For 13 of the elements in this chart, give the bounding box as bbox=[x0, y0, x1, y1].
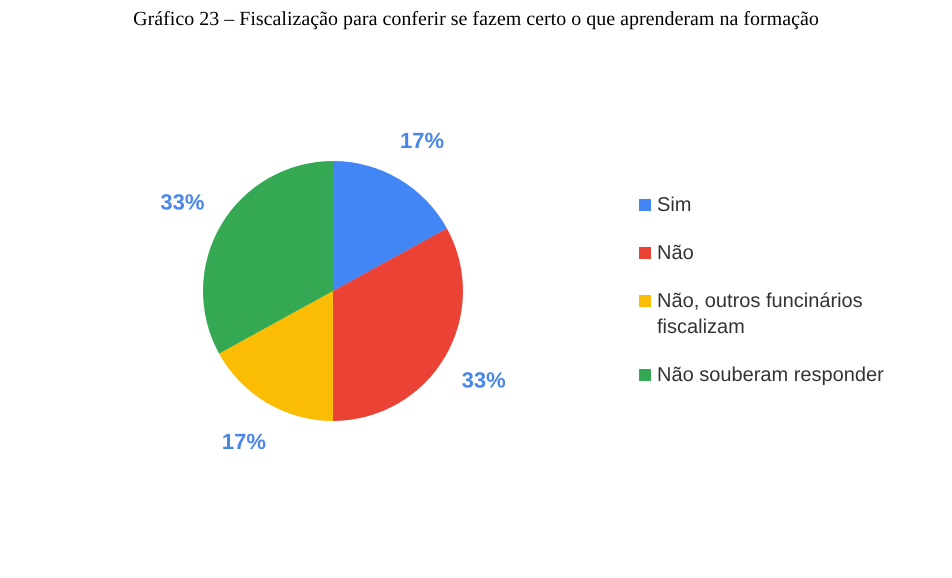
pie-slice bbox=[333, 161, 447, 291]
data-label: 33% bbox=[462, 368, 506, 393]
pie-slice bbox=[203, 161, 333, 354]
chart-title: Gráfico 23 – Fiscalização para conferir se fazem certo o que aprenderam na formação bbox=[132, 8, 820, 32]
legend-label: Não bbox=[657, 241, 694, 266]
data-label: 33% bbox=[160, 189, 204, 214]
pie-slice bbox=[219, 291, 333, 421]
pie-slice bbox=[333, 228, 463, 421]
data-label: 17% bbox=[400, 128, 444, 153]
legend-label: Não, outros funcinários fiscalizam bbox=[657, 289, 864, 340]
legend-label: Sim bbox=[657, 193, 692, 218]
legend-label: Não souberam responder bbox=[657, 363, 884, 388]
data-label: 17% bbox=[222, 429, 266, 454]
